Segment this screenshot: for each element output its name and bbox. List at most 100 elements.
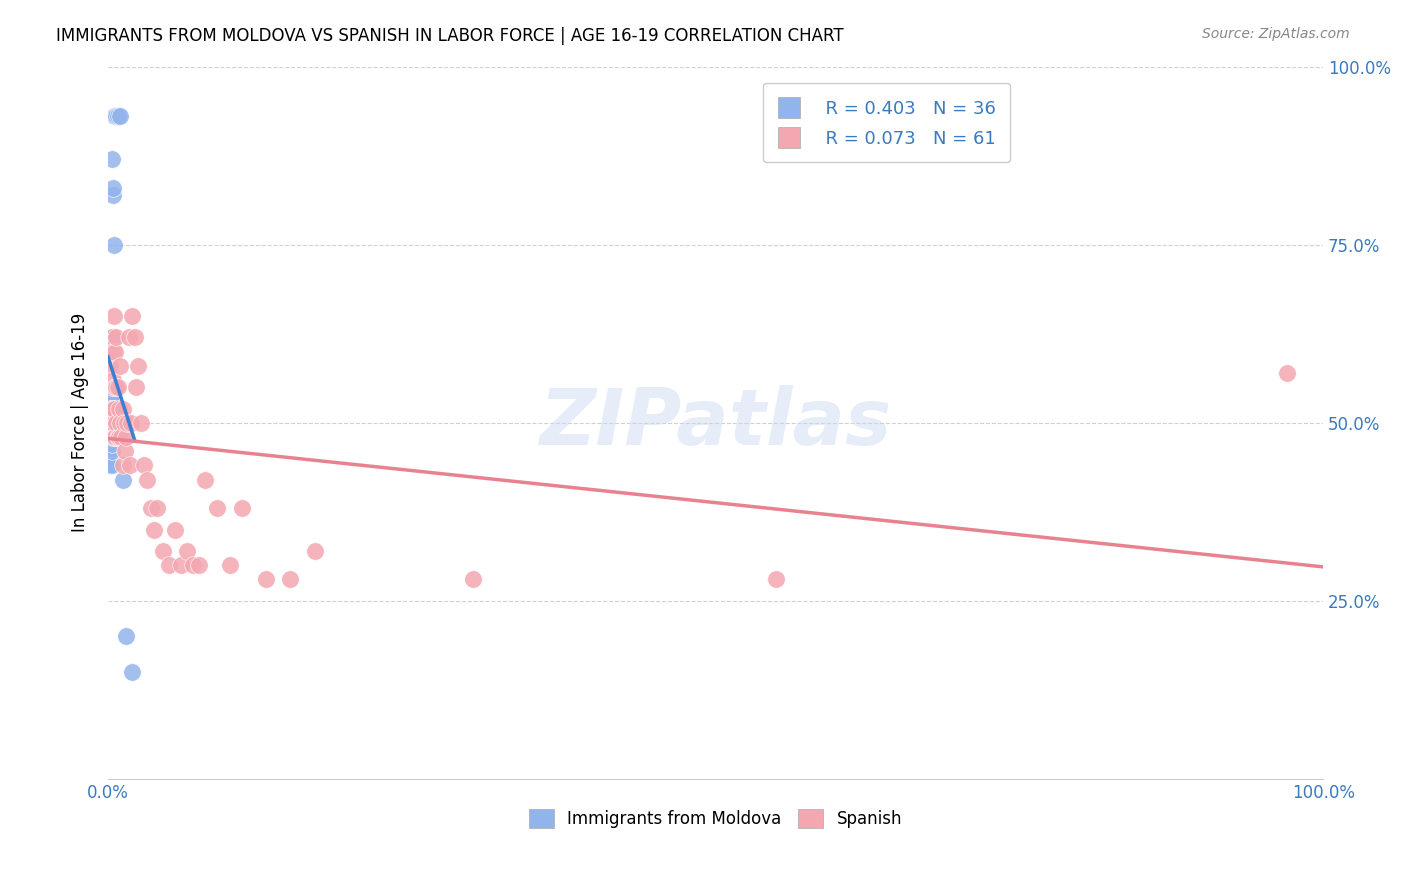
Point [114,444,136,458]
Point [108,401,131,416]
Point [134,458,156,473]
Point [107,110,129,124]
Point [100,380,122,394]
Point [188,558,211,573]
Point [117,416,139,430]
Point [104,110,127,124]
Point [207,501,229,516]
Point [100,416,122,430]
Point [98,444,121,458]
Point [135,473,157,487]
Point [194,473,217,487]
Point [108,110,131,124]
Point [105,330,128,344]
Point [101,187,124,202]
Point [100,430,122,444]
Point [112,416,135,430]
Point [108,430,131,444]
Point [101,401,124,416]
Text: Source: ZipAtlas.com: Source: ZipAtlas.com [1202,27,1350,41]
Point [118,458,141,473]
Point [98,458,121,473]
Point [103,110,125,124]
Point [129,416,152,430]
Point [100,444,122,458]
Y-axis label: In Labor Force | Age 16-19: In Labor Force | Age 16-19 [72,313,89,533]
Point [120,416,142,430]
Point [103,237,125,252]
Point [103,309,125,323]
Point [145,501,167,516]
Point [100,458,122,473]
Point [152,544,174,558]
Point [104,380,127,394]
Point [100,416,122,430]
Point [115,430,138,444]
Point [121,665,143,679]
Point [105,380,128,394]
Point [100,458,122,473]
Point [139,501,162,516]
Point [143,523,166,537]
Point [98,437,121,451]
Point [100,401,122,416]
Point [115,630,138,644]
Point [100,409,122,423]
Point [765,573,787,587]
Point [98,416,121,430]
Point [121,309,143,323]
Point [124,330,146,344]
Point [111,458,134,473]
Point [127,359,149,373]
Point [101,373,124,387]
Point [101,180,124,194]
Point [100,409,122,423]
Point [100,359,122,373]
Point [117,330,139,344]
Point [125,380,148,394]
Point [218,558,240,573]
Text: IMMIGRANTS FROM MOLDOVA VS SPANISH IN LABOR FORCE | AGE 16-19 CORRELATION CHART: IMMIGRANTS FROM MOLDOVA VS SPANISH IN LA… [56,27,844,45]
Point [103,401,125,416]
Point [100,416,122,430]
Point [100,430,122,444]
Point [176,544,198,558]
Point [100,444,122,458]
Point [101,344,124,359]
Point [104,344,127,359]
Point [103,416,125,430]
Point [100,152,122,166]
Legend: Immigrants from Moldova, Spanish: Immigrants from Moldova, Spanish [523,802,908,835]
Point [100,394,122,409]
Point [1275,366,1298,380]
Point [105,416,128,430]
Point [100,401,122,416]
Point [100,437,122,451]
Point [170,558,193,573]
Point [100,330,122,344]
Point [108,416,131,430]
Point [101,401,124,416]
Point [111,473,134,487]
Point [101,423,124,437]
Point [157,558,180,573]
Point [231,501,253,516]
Point [100,437,122,451]
Point [104,430,127,444]
Text: ZIPatlas: ZIPatlas [540,384,891,461]
Point [105,110,128,124]
Point [103,430,125,444]
Point [111,401,134,416]
Point [110,430,132,444]
Point [107,380,129,394]
Point [100,387,122,401]
Point [181,558,204,573]
Point [108,359,131,373]
Point [278,573,301,587]
Point [163,523,186,537]
Point [107,430,129,444]
Point [304,544,326,558]
Point [461,573,484,587]
Point [254,573,277,587]
Point [98,430,121,444]
